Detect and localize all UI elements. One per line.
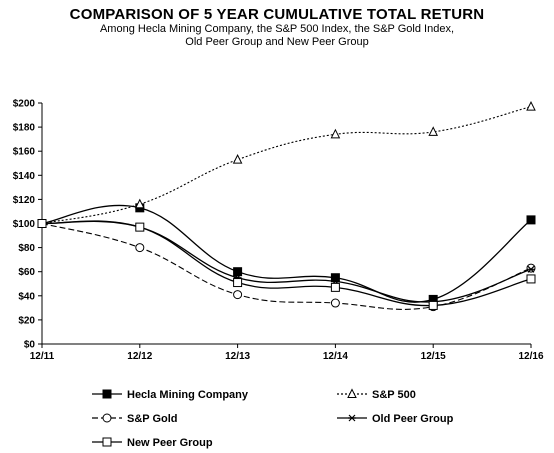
data-point-sandp-gold <box>526 263 536 273</box>
legend-marker-old-peer-group <box>348 414 356 422</box>
data-point-sandp-500 <box>526 100 536 111</box>
x-tick-label: 12/11 <box>30 351 55 362</box>
data-point-old-peer-group <box>527 265 535 273</box>
legend-label-sandp-gold: S&P Gold <box>127 413 178 425</box>
data-point-sandp-gold <box>135 243 145 253</box>
chart-subtitle-line-2: Old Peer Group and New Peer Group <box>185 36 369 48</box>
data-point-sandp-500 <box>134 198 145 209</box>
data-point-sandp-500 <box>330 128 341 139</box>
legend-label-sandp-500: S&P 500 <box>372 389 416 401</box>
series-lines <box>41 106 532 310</box>
data-point-new-peer-group <box>233 278 243 288</box>
data-point-new-peer-group <box>330 282 340 292</box>
legend-label-new-peer-group: New Peer Group <box>127 437 213 449</box>
y-tick-label: $180 <box>13 123 36 134</box>
legend-marker-hecla-mining-company <box>102 389 112 399</box>
x-tick-label: 12/13 <box>225 351 250 362</box>
y-tick-label: $200 <box>13 99 36 110</box>
y-tick-label: $120 <box>13 195 36 206</box>
legend-marker-sandp-500 <box>347 388 357 398</box>
y-tick-label: $60 <box>18 267 35 278</box>
legend-label-hecla-mining-company: Hecla Mining Company <box>127 389 249 401</box>
data-point-sandp-500 <box>428 126 439 136</box>
x-tick-label: 12/14 <box>323 351 348 362</box>
series-line-sandp-gold <box>41 222 532 310</box>
series-line-old-peer-group <box>41 220 532 303</box>
y-tick-label: $0 <box>24 340 36 351</box>
data-point-new-peer-group <box>526 274 536 284</box>
y-tick-label: $160 <box>13 147 36 158</box>
series-line-hecla-mining-company <box>41 204 532 303</box>
y-tick-label: $80 <box>18 243 35 254</box>
y-tick-label: $40 <box>18 291 35 302</box>
chart-subtitle-line-1: Among Hecla Mining Company, the S&P 500 … <box>99 23 455 35</box>
data-point-new-peer-group <box>37 219 47 228</box>
x-tick-label: 12/15 <box>421 351 446 362</box>
chart-axes: $0 $20 $40 $60 $80 $100 $120 $140 $160 $180 $200 12… <box>13 99 544 363</box>
series-markers <box>37 100 536 312</box>
y-tick-label: $20 <box>18 315 35 326</box>
legend-marker-sandp-gold <box>102 413 112 423</box>
data-point-hecla-mining-company <box>233 267 243 277</box>
data-point-sandp-gold <box>233 290 243 300</box>
chart-title: COMPARISON OF 5 YEAR CUMULATIVE TOTAL RE… <box>69 6 485 23</box>
data-point-sandp-500 <box>232 154 243 164</box>
y-tick-label: $100 <box>13 219 36 230</box>
series-line-new-peer-group <box>41 220 532 307</box>
legend-label-old-peer-group: Old Peer Group <box>372 413 454 425</box>
data-point-new-peer-group <box>135 222 145 232</box>
data-point-new-peer-group <box>428 300 438 310</box>
chart-legend: Hecla Mining Company S&P 500 S&P Gold Old P… <box>92 388 454 449</box>
x-tick-label: 12/16 <box>518 351 543 362</box>
data-point-hecla-mining-company <box>526 215 536 225</box>
y-tick-label: $140 <box>13 171 36 182</box>
data-point-sandp-gold <box>330 298 340 308</box>
x-tick-label: 12/12 <box>127 351 152 362</box>
legend-marker-new-peer-group <box>102 437 112 447</box>
